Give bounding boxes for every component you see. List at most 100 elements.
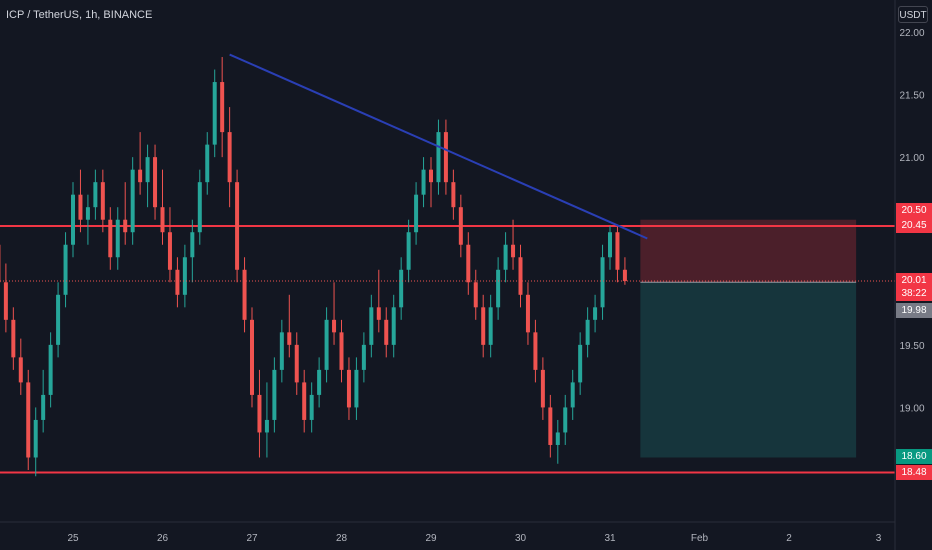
candle-down: [175, 269, 180, 295]
candle-up: [361, 344, 366, 370]
candle-up: [130, 169, 135, 233]
candle-up: [71, 194, 75, 245]
candle-down: [466, 244, 471, 283]
x-tick-label: 27: [246, 533, 258, 544]
candle-down: [302, 382, 307, 420]
candle-up: [205, 144, 210, 183]
candle-up: [555, 432, 560, 445]
candle-down: [11, 319, 16, 358]
price-tag: 18.60: [896, 449, 932, 464]
candle-down: [153, 157, 158, 208]
candle-down: [376, 307, 381, 320]
bar-countdown: 38:22: [901, 288, 927, 299]
candle-down: [473, 282, 478, 308]
candle-up: [406, 232, 411, 270]
candle-down: [220, 82, 225, 133]
y-tick-label: 19.50: [899, 341, 924, 352]
price-tag: 20.50: [896, 203, 932, 218]
candle-up: [369, 307, 374, 345]
candle-down: [384, 319, 389, 345]
candle-up: [272, 369, 277, 420]
y-tick-label: 22.00: [899, 28, 924, 39]
x-tick-label: 30: [515, 533, 527, 544]
candle-down: [511, 244, 516, 258]
candle-down: [443, 132, 448, 183]
candle-up: [563, 407, 568, 433]
price-tag: 19.98: [896, 303, 932, 318]
candle-up: [608, 232, 612, 258]
currency-badge[interactable]: USDT: [898, 6, 928, 23]
candle-down: [108, 219, 113, 258]
candle-up: [48, 344, 53, 395]
candle-down: [287, 332, 292, 345]
candle-up: [264, 419, 269, 433]
candle-up: [317, 369, 322, 395]
candle-down: [26, 382, 31, 458]
candle-down: [332, 319, 337, 333]
candle-up: [309, 394, 314, 420]
candle-up: [93, 182, 98, 208]
candle-down: [346, 369, 351, 408]
candle-up: [115, 219, 120, 258]
candle-down: [525, 294, 530, 333]
candle-up: [33, 419, 38, 458]
candle-up: [436, 132, 441, 183]
candle-down: [123, 219, 128, 233]
candle-up: [570, 382, 575, 408]
candle-up: [488, 307, 493, 345]
candle-down: [458, 207, 463, 245]
candle-down: [533, 332, 538, 370]
candle-up: [182, 257, 187, 295]
candle-up: [585, 319, 590, 345]
y-tick-label: 21.00: [899, 153, 924, 164]
candle-down: [235, 182, 240, 270]
candle-down: [3, 282, 8, 320]
candle-down: [160, 207, 165, 233]
candle-up: [145, 157, 150, 183]
x-tick-label: 3: [876, 533, 882, 544]
candle-down: [257, 394, 262, 433]
candle-down: [100, 182, 105, 220]
candle-up: [85, 207, 90, 220]
candle-down: [451, 182, 456, 208]
last-price-value: 20.01: [901, 275, 927, 286]
candle-up: [324, 319, 329, 370]
candle-down: [540, 369, 545, 408]
candle-up: [41, 394, 46, 420]
candle-down: [615, 232, 620, 270]
candle-down: [294, 344, 299, 383]
candle-down: [429, 169, 433, 183]
symbol-title: ICP / TetherUS, 1h, BINANCE: [6, 9, 153, 21]
candle-down: [242, 269, 247, 320]
candle-up: [593, 307, 598, 320]
candle-up: [391, 307, 396, 345]
x-tick-label: 31: [604, 533, 616, 544]
candle-up: [56, 294, 61, 345]
candle-up: [212, 82, 217, 145]
stop-loss-zone: [640, 219, 857, 283]
candle-down: [78, 194, 83, 220]
x-tick-label: 25: [67, 533, 79, 544]
candle-up: [496, 269, 501, 308]
x-tick-label: Feb: [691, 533, 709, 544]
candle-up: [190, 232, 195, 258]
candle-up: [399, 269, 404, 308]
price-tag: 18.48: [896, 465, 932, 480]
candle-up: [414, 194, 419, 233]
candle-down: [548, 407, 553, 445]
candle-up: [503, 244, 508, 270]
candle-down: [481, 307, 486, 345]
y-tick-label: 21.50: [899, 91, 924, 102]
candle-up: [600, 257, 605, 308]
price-tag: 20.45: [896, 218, 932, 233]
candle-down: [18, 357, 23, 383]
candle-down: [167, 232, 172, 270]
trendline: [229, 53, 648, 240]
candle-down: [250, 319, 254, 395]
candle-down: [138, 169, 143, 183]
candle-down: [622, 269, 627, 282]
candle-up: [578, 344, 583, 383]
candle-up: [354, 369, 359, 408]
